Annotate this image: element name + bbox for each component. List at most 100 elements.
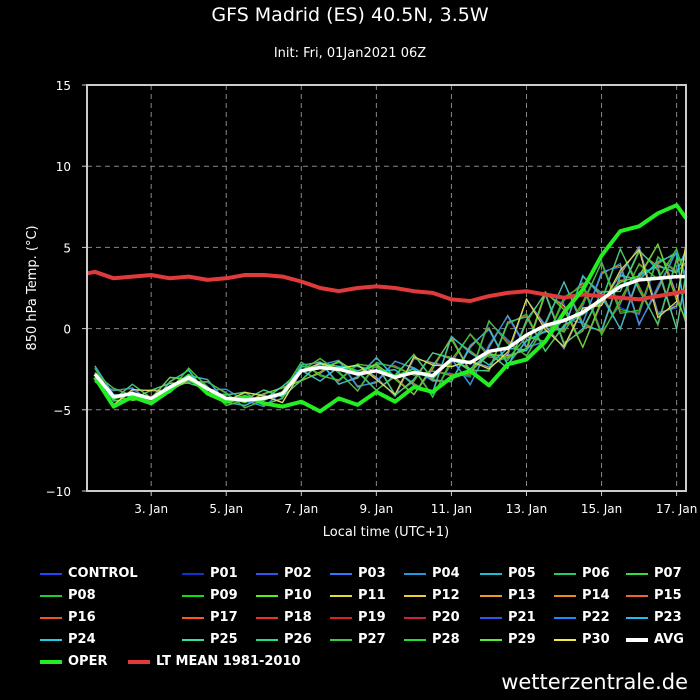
legend-item-p23: P23 [626, 610, 682, 628]
legend-swatch [128, 659, 150, 664]
y-axis-label: 850 hPa Temp. (°C) [25, 225, 40, 350]
legend-item-control: CONTROL [40, 566, 138, 584]
legend-label: CONTROL [68, 566, 138, 581]
legend-swatch [480, 594, 502, 597]
series-line-p24 [94, 253, 687, 406]
legend-label: P26 [284, 632, 312, 647]
legend-label: P01 [210, 566, 238, 581]
legend-swatch [404, 638, 426, 641]
x-tick-label: 5. Jan [209, 502, 243, 516]
series-line-p27 [94, 255, 687, 409]
legend-swatch [40, 638, 62, 641]
legend-item-p25: P25 [182, 632, 238, 650]
legend-swatch [330, 572, 352, 575]
legend-item-lt-mean-1981-2010: LT MEAN 1981-2010 [128, 654, 301, 672]
ensemble-lines [94, 242, 687, 409]
legend-label: P20 [432, 610, 460, 625]
legend-label: P19 [358, 610, 386, 625]
legend-label: P04 [432, 566, 460, 581]
legend-item-p21: P21 [480, 610, 536, 628]
main-series [86, 203, 688, 414]
legend-label: P05 [508, 566, 536, 581]
legend-item-p16: P16 [40, 610, 96, 628]
legend-swatch [330, 616, 352, 619]
legend-item-p03: P03 [330, 566, 386, 584]
legend-item-p12: P12 [404, 588, 460, 606]
y-tick-label: 5 [63, 241, 71, 255]
legend-label: P02 [284, 566, 312, 581]
x-tick-label: 7. Jan [284, 502, 318, 516]
legend-label: P30 [582, 632, 610, 647]
x-tick-label: 9. Jan [359, 502, 393, 516]
legend-label: P25 [210, 632, 238, 647]
legend-label: P15 [654, 588, 682, 603]
legend-label: P03 [358, 566, 386, 581]
series-line-control [94, 257, 687, 409]
x-tick-label: 13. Jan [506, 502, 547, 516]
legend-label: P13 [508, 588, 536, 603]
series-line-avg [93, 274, 686, 402]
legend-label: P12 [432, 588, 460, 603]
series-line-p18 [94, 256, 687, 409]
series-line-lt-mean-1981-2010 [86, 269, 687, 303]
legend-item-p28: P28 [404, 632, 460, 650]
grid-lines [87, 85, 686, 491]
legend-item-p15: P15 [626, 588, 682, 606]
legend-label: P11 [358, 588, 386, 603]
legend-swatch [256, 572, 278, 575]
legend-swatch [182, 594, 204, 597]
legend-label: P23 [654, 610, 682, 625]
legend-item-p13: P13 [480, 588, 536, 606]
legend-swatch [40, 572, 62, 575]
source-watermark: wetterzentrale.de [501, 670, 688, 694]
legend-swatch [626, 616, 648, 619]
legend-swatch [626, 637, 648, 642]
y-tick-label: −5 [53, 404, 71, 418]
legend-label: P09 [210, 588, 238, 603]
legend-swatch [256, 616, 278, 619]
legend-label: P08 [68, 588, 96, 603]
legend-label: P18 [284, 610, 312, 625]
legend-item-p27: P27 [330, 632, 386, 650]
legend-swatch [626, 572, 648, 575]
legend-swatch [626, 594, 648, 597]
legend-item-p18: P18 [256, 610, 312, 628]
x-tick-label: 15. Jan [581, 502, 622, 516]
legend-item-p10: P10 [256, 588, 312, 606]
legend-item-p29: P29 [480, 632, 536, 650]
legend-label: LT MEAN 1981-2010 [156, 654, 301, 669]
legend-item-p20: P20 [404, 610, 460, 628]
x-tick-label: 11. Jan [431, 502, 472, 516]
legend-item-p05: P05 [480, 566, 536, 584]
legend-label: P14 [582, 588, 610, 603]
legend-swatch [554, 638, 576, 641]
y-ticks: −10 −5 0 5 10 15 [46, 79, 87, 499]
legend-label: P17 [210, 610, 238, 625]
legend-swatch [554, 616, 576, 619]
legend-swatch [40, 616, 62, 619]
legend-swatch [480, 572, 502, 575]
y-tick-label: 0 [63, 323, 71, 337]
legend-label: P28 [432, 632, 460, 647]
legend-item-p11: P11 [330, 588, 386, 606]
legend-item-oper: OPER [40, 654, 107, 672]
legend-item-avg: AVG [626, 632, 684, 650]
legend-item-p07: P07 [626, 566, 682, 584]
legend-label: P16 [68, 610, 96, 625]
legend-swatch [480, 616, 502, 619]
legend-item-p22: P22 [554, 610, 610, 628]
legend-swatch [182, 616, 204, 619]
legend-label: P10 [284, 588, 312, 603]
legend-item-p24: P24 [40, 632, 96, 650]
y-tick-label: −10 [46, 485, 71, 499]
legend-swatch [404, 572, 426, 575]
x-tick-label: 3. Jan [134, 502, 168, 516]
legend-swatch [40, 594, 62, 597]
legend-label: P29 [508, 632, 536, 647]
legend-swatch [330, 638, 352, 641]
legend-swatch [404, 594, 426, 597]
legend-label: P07 [654, 566, 682, 581]
legend-item-p14: P14 [554, 588, 610, 606]
legend-item-p08: P08 [40, 588, 96, 606]
legend-swatch [330, 594, 352, 597]
